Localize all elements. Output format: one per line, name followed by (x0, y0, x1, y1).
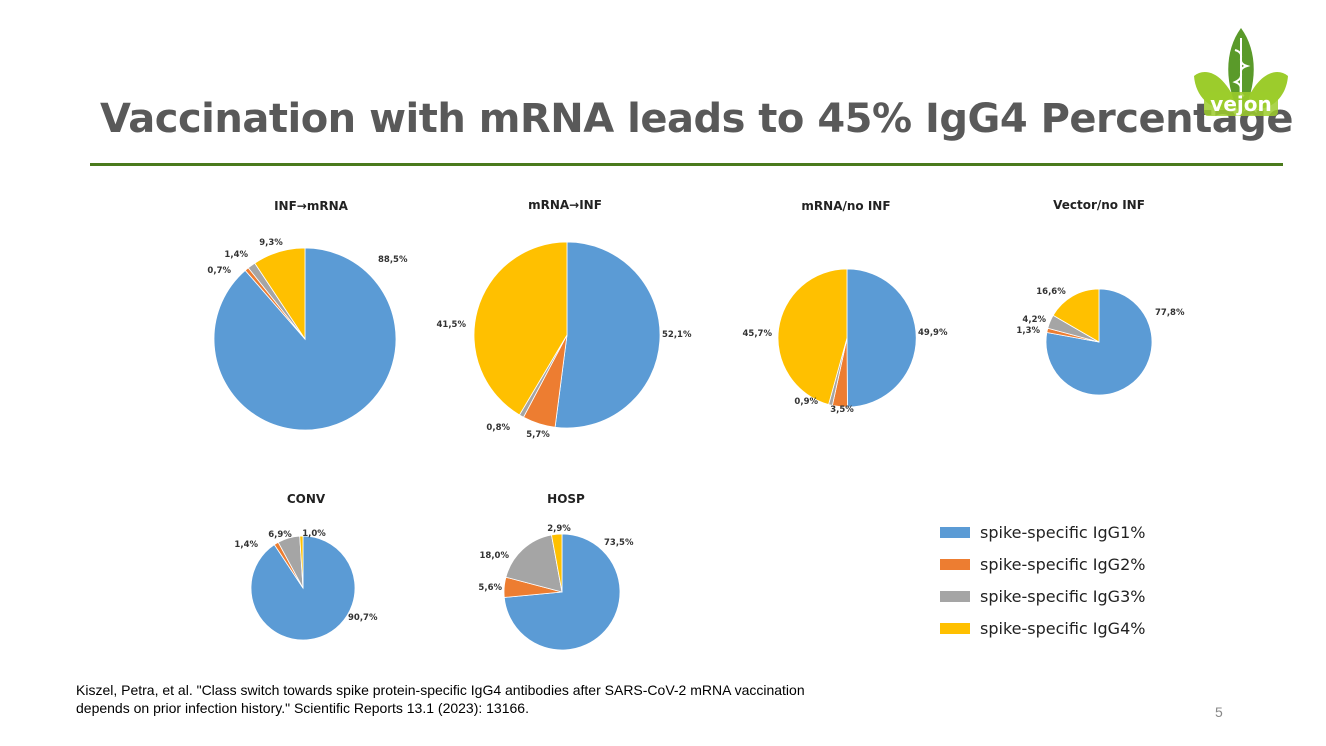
citation-text: Kiszel, Petra, et al. "Class switch towa… (76, 682, 805, 716)
pie-data-label-igg1: 88,5% (378, 255, 408, 265)
legend-swatch-igg1 (940, 526, 970, 538)
pie-data-label-igg1: 73,5% (604, 538, 634, 548)
slide-title: Vaccination with mRNA leads to 45% IgG4 … (100, 96, 1293, 142)
legend-item-igg2: spike-specific IgG2% (940, 548, 1145, 580)
pie-slice-igg4 (551, 533, 563, 593)
pie-data-label-igg4: 45,7% (743, 329, 773, 339)
pie-data-label-igg3: 18,0% (480, 551, 510, 561)
pie-title: mRNA/no INF (801, 199, 890, 213)
pie-chart-2: mRNA→INF 52,1% 5,7% 0,8% 41,5% (437, 198, 692, 440)
pie-data-label-igg3: 4,2% (1022, 315, 1046, 325)
pie-data-label-igg4: 41,5% (437, 320, 467, 330)
legend-label-igg2: spike-specific IgG2% (980, 554, 1146, 574)
logo-text: vejon (1210, 92, 1271, 116)
pie-data-label-igg2: 3,5% (830, 405, 854, 415)
pie-data-label-igg2: 5,7% (526, 430, 550, 440)
pie-data-label-igg2: 1,3% (1016, 326, 1040, 336)
pie-data-label-igg1: 90,7% (348, 613, 378, 623)
pie-slice-igg3 (505, 534, 563, 593)
pie-data-label-igg3: 6,9% (268, 530, 292, 540)
pie-slice-igg4 (473, 241, 568, 416)
pie-chart-3: mRNA/no INF 49,9% 3,5% 0,9% 45,7% (743, 199, 948, 415)
vejon-logo: vejon (1194, 28, 1288, 116)
legend-swatch-igg3 (940, 590, 970, 602)
pie-chart-1: INF→mRNA 88,5% 0,7% 1,4% 9,3% (207, 199, 408, 431)
pie-slice-igg4 (1052, 288, 1100, 343)
pie-data-label-igg1: 52,1% (662, 330, 692, 340)
pie-chart-5: CONV 90,7% 1,4% 6,9% 1,0% (234, 492, 378, 641)
pie-title: Vector/no INF (1053, 198, 1145, 212)
page-number: 5 (1215, 704, 1223, 720)
pie-slice-igg4 (777, 268, 848, 405)
chart-legend: spike-specific IgG1% spike-specific IgG2… (940, 516, 1145, 644)
legend-label-igg3: spike-specific IgG3% (980, 586, 1146, 606)
pie-data-label-igg1: 49,9% (918, 328, 948, 338)
pie-data-label-igg4: 16,6% (1036, 287, 1066, 297)
legend-item-igg3: spike-specific IgG3% (940, 580, 1145, 612)
pie-slice-igg4 (299, 535, 304, 589)
pie-data-label-igg2: 5,6% (478, 583, 502, 593)
pie-slice-igg1 (554, 241, 661, 429)
pie-title: HOSP (547, 492, 585, 506)
pie-data-label-igg3: 1,4% (224, 250, 248, 260)
pie-data-label-igg4: 2,9% (547, 524, 571, 534)
pie-chart-6: HOSP 73,5% 5,6% 18,0% 2,9% (478, 492, 634, 651)
legend-label-igg4: spike-specific IgG4% (980, 618, 1146, 638)
pie-data-label-igg3: 0,8% (486, 423, 510, 433)
pie-data-label-igg3: 0,9% (794, 397, 818, 407)
legend-item-igg1: spike-specific IgG1% (940, 516, 1145, 548)
pie-data-label-igg4: 9,3% (259, 238, 283, 248)
pie-slice-igg4 (254, 247, 306, 341)
pie-title: mRNA→INF (528, 198, 602, 212)
title-divider (90, 163, 1283, 166)
logo-text-band (1204, 92, 1278, 116)
legend-swatch-igg2 (940, 558, 970, 570)
pie-title: INF→mRNA (274, 199, 349, 213)
pie-title: CONV (287, 492, 326, 506)
legend-label-igg1: spike-specific IgG1% (980, 522, 1146, 542)
pie-data-label-igg2: 0,7% (207, 266, 231, 276)
pie-data-label-igg4: 1,0% (302, 529, 326, 539)
pie-chart-4: Vector/no INF 77,8% 1,3%4,2% 16,6% (1016, 198, 1185, 396)
legend-swatch-igg4 (940, 622, 970, 634)
pie-slice-igg1 (846, 268, 917, 408)
pie-data-label-igg1: 77,8% (1155, 308, 1185, 318)
pie-data-label-igg2: 1,4% (234, 540, 258, 550)
legend-item-igg4: spike-specific IgG4% (940, 612, 1145, 644)
